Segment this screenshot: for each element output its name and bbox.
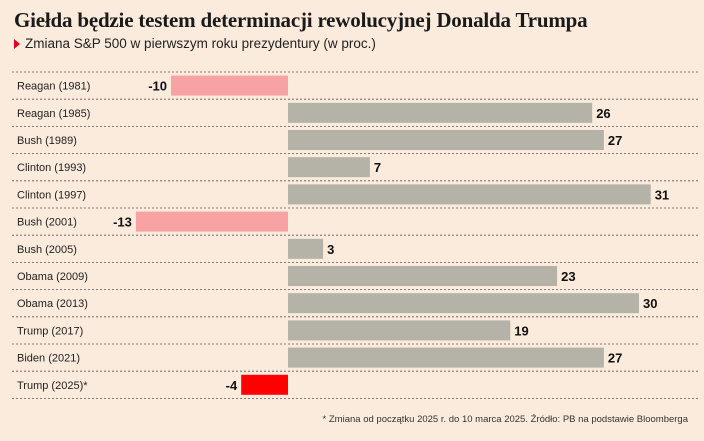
value-label: 23	[561, 269, 575, 284]
category-label: Trump (2017)	[17, 325, 83, 337]
category-label: Reagan (1981)	[17, 81, 90, 93]
bar	[135, 211, 288, 232]
category-label: Bush (2005)	[17, 244, 77, 256]
footnote: * Zmiana od początku 2025 r. do 10 marca…	[322, 414, 688, 425]
value-label: 27	[608, 133, 622, 148]
bar	[288, 130, 604, 150]
bar	[288, 293, 639, 314]
category-label: Bush (1989)	[17, 135, 77, 147]
value-label: 27	[608, 351, 622, 366]
category-label: Trump (2025)*	[17, 380, 88, 392]
bar	[288, 266, 558, 286]
triangle-marker-icon	[14, 38, 20, 49]
bar	[288, 347, 604, 368]
bar	[288, 184, 651, 205]
value-label: 26	[596, 106, 610, 121]
category-label: Clinton (1997)	[17, 189, 86, 201]
category-label: Clinton (1993)	[17, 162, 86, 174]
category-label: Reagan (1985)	[17, 108, 90, 120]
value-label: -4	[226, 378, 238, 393]
category-label: Biden (2021)	[17, 353, 80, 365]
value-label: 7	[374, 160, 381, 175]
chart-subtitle: Zmiana S&P 500 w pierwszym roku prezyden…	[14, 36, 376, 51]
category-label: Bush (2001)	[17, 217, 77, 229]
category-label: Obama (2009)	[17, 271, 88, 283]
bar	[288, 238, 324, 259]
bar	[288, 102, 593, 123]
bar	[241, 374, 288, 395]
chart-subtitle-text: Zmiana S&P 500 w pierwszym roku prezyden…	[25, 36, 376, 51]
chart-title: Giełda będzie testem determinacji rewolu…	[14, 8, 588, 32]
value-label: 31	[655, 187, 669, 202]
bar	[288, 320, 511, 341]
bar	[171, 75, 288, 96]
value-label: -10	[148, 79, 167, 94]
value-label: -13	[113, 215, 132, 230]
bar	[288, 157, 370, 178]
value-label: 30	[643, 296, 657, 311]
value-label: 19	[514, 323, 528, 338]
value-label: 3	[327, 242, 334, 257]
category-label: Obama (2013)	[17, 298, 88, 310]
